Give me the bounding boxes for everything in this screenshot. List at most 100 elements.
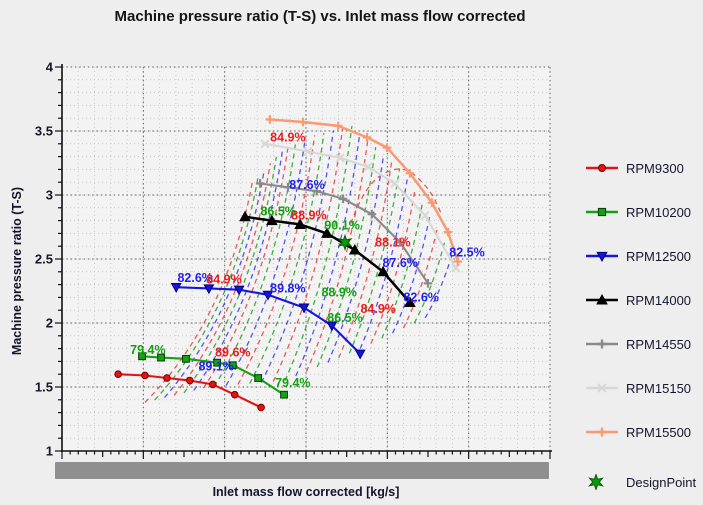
series-RPM12500-marker (233, 285, 245, 296)
series-RPM15150-marker (260, 139, 270, 149)
legend-item-label: DesignPoint (626, 474, 697, 490)
legend-marker-triangle-down-icon (586, 251, 618, 263)
efficiency-label: 90.1% (324, 219, 359, 233)
efficiency-label: 82.6% (403, 290, 438, 304)
series-RPM10200-marker (157, 353, 165, 362)
efficiency-label: 86.5% (260, 205, 295, 219)
legend-plus-icon (597, 427, 607, 437)
efficiency-label: 89.6% (215, 345, 250, 359)
legend-item-label: RPM15150 (626, 380, 692, 396)
efficiency-label: 84.9% (206, 273, 241, 287)
series-RPM15500-marker (453, 257, 463, 266)
series-RPM12500-marker (298, 303, 310, 314)
legend-item-rpm15500[interactable]: RPM15500 (584, 420, 702, 444)
legend-marker-circle-icon (586, 164, 618, 172)
efficiency-contour-line (305, 140, 369, 372)
efficiency-contour-line (260, 130, 334, 383)
legend-marker-plus-icon (586, 427, 618, 437)
x-tick-labels-redaction-bar (55, 462, 549, 479)
efficiency-label: 88.9% (291, 209, 326, 223)
efficiency-label: 88.9% (321, 285, 356, 299)
efficiency-contour-line (402, 229, 438, 329)
efficiency-label: 82.6% (177, 271, 212, 285)
series-RPM9300-marker (208, 380, 217, 389)
legend-item-label: RPM14000 (626, 292, 692, 308)
series-RPM14000-marker (404, 296, 416, 308)
efficiency-label: 88.1% (375, 235, 410, 249)
efficiency-contour-line (225, 137, 306, 386)
efficiency-contour-line (316, 147, 377, 368)
efficiency-contour-line (284, 125, 353, 381)
series-RPM15500-marker (443, 227, 453, 237)
efficiency-contour-line (173, 163, 271, 396)
series-RPM12500-marker (262, 290, 274, 301)
legend-marker-x-icon (586, 383, 618, 393)
series-RPM10200-marker (213, 358, 222, 367)
design-point-marker (337, 233, 353, 251)
efficiency-contour-line (392, 216, 431, 334)
legend-star-icon (588, 474, 604, 490)
y-tick-label: 4 (46, 60, 54, 75)
series-RPM10200-marker (138, 352, 146, 361)
series-RPM9300-marker (163, 374, 171, 382)
legend-item-designpoint[interactable]: DesignPoint (584, 470, 702, 494)
legend-item-rpm12500[interactable]: RPM12500 (584, 244, 702, 268)
series-RPM10200-marker (182, 354, 190, 363)
legend-item-rpm14000[interactable]: RPM14000 (584, 288, 702, 312)
legend-triangle-up-icon (596, 293, 608, 305)
series-RPM14550-marker (312, 186, 322, 196)
series-RPM14000-marker (321, 227, 333, 238)
series-RPM10200-marker (280, 390, 288, 399)
series-RPM15150-marker (390, 178, 400, 188)
legend-item-label: RPM9300 (626, 160, 684, 176)
series-RPM15500-marker (427, 198, 437, 207)
series-RPM9300-marker (257, 403, 265, 412)
series-RPM12500-marker (354, 349, 366, 360)
series-RPM14000-marker (377, 265, 389, 277)
legend-item-rpm9300[interactable]: RPM9300 (584, 156, 702, 180)
efficiency-label: 87.6% (289, 178, 324, 192)
efficiency-contour-line (370, 191, 416, 344)
y-tick-label: 3 (46, 188, 53, 203)
efficiency-contour-line (327, 154, 385, 363)
legend-square-icon (597, 207, 607, 217)
legend-item-rpm14550[interactable]: RPM14550 (584, 332, 702, 356)
efficiency-contour-line (144, 182, 253, 403)
efficiency-label: 86.5% (327, 311, 362, 325)
legend-marker-triangle-up-icon (586, 293, 618, 305)
efficiency-contour-line (237, 135, 316, 385)
efficiency-contour-line (213, 140, 297, 387)
efficiency-contour-line (381, 203, 423, 339)
series-RPM14550-marker (283, 183, 293, 192)
efficiency-contour-line (164, 169, 265, 399)
series-RPM15500-marker (265, 115, 275, 124)
series-RPM14000-marker (348, 244, 361, 255)
y-tick-label: 2 (46, 316, 53, 331)
legend-plus-icon (597, 339, 607, 349)
efficiency-label: 84.9% (360, 302, 395, 316)
series-RPM15150-marker (303, 146, 313, 156)
series-RPM14000-marker (265, 214, 278, 226)
series-RPM15500-marker (298, 117, 308, 127)
legend-item-label: RPM15500 (626, 424, 692, 440)
series-RPM12500-marker (326, 321, 338, 332)
efficiency-contour-line (193, 150, 284, 391)
series-RPM15500-marker (362, 133, 372, 142)
series-RPM15500-marker (333, 121, 343, 131)
series-RPM9300-marker (141, 371, 149, 380)
efficiency-label: 89.1% (198, 360, 233, 374)
legend-item-rpm15150[interactable]: RPM15150 (584, 376, 702, 400)
series-RPM15150-marker (420, 210, 430, 220)
legend-item-label: RPM12500 (626, 248, 692, 264)
chart-title: Machine pressure ratio (T-S) vs. Inlet m… (114, 8, 526, 25)
efficiency-contour-line (295, 132, 361, 377)
efficiency-label: 87.6% (382, 256, 417, 270)
efficiency-label: 79.4% (275, 376, 310, 390)
series-RPM9300-marker (114, 370, 122, 379)
series-RPM14000-marker (239, 210, 251, 222)
y-tick-label: 2.5 (35, 252, 53, 267)
legend-item-rpm10200[interactable]: RPM10200 (584, 200, 702, 224)
series-RPM14550-marker (367, 209, 377, 219)
